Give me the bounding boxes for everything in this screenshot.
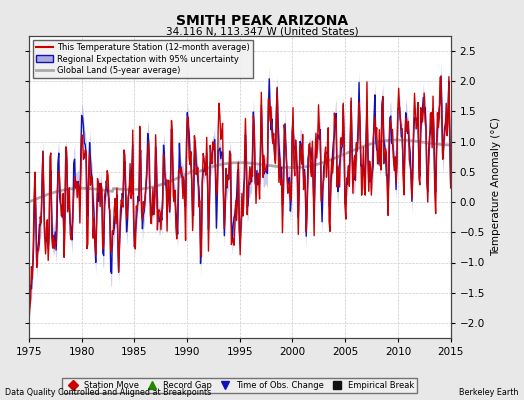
Text: Berkeley Earth: Berkeley Earth [460,388,519,397]
Text: 34.116 N, 113.347 W (United States): 34.116 N, 113.347 W (United States) [166,26,358,36]
Legend: Station Move, Record Gap, Time of Obs. Change, Empirical Break: Station Move, Record Gap, Time of Obs. C… [62,378,418,393]
Y-axis label: Temperature Anomaly (°C): Temperature Anomaly (°C) [490,118,500,256]
Text: SMITH PEAK ARIZONA: SMITH PEAK ARIZONA [176,14,348,28]
Text: Data Quality Controlled and Aligned at Breakpoints: Data Quality Controlled and Aligned at B… [5,388,212,397]
